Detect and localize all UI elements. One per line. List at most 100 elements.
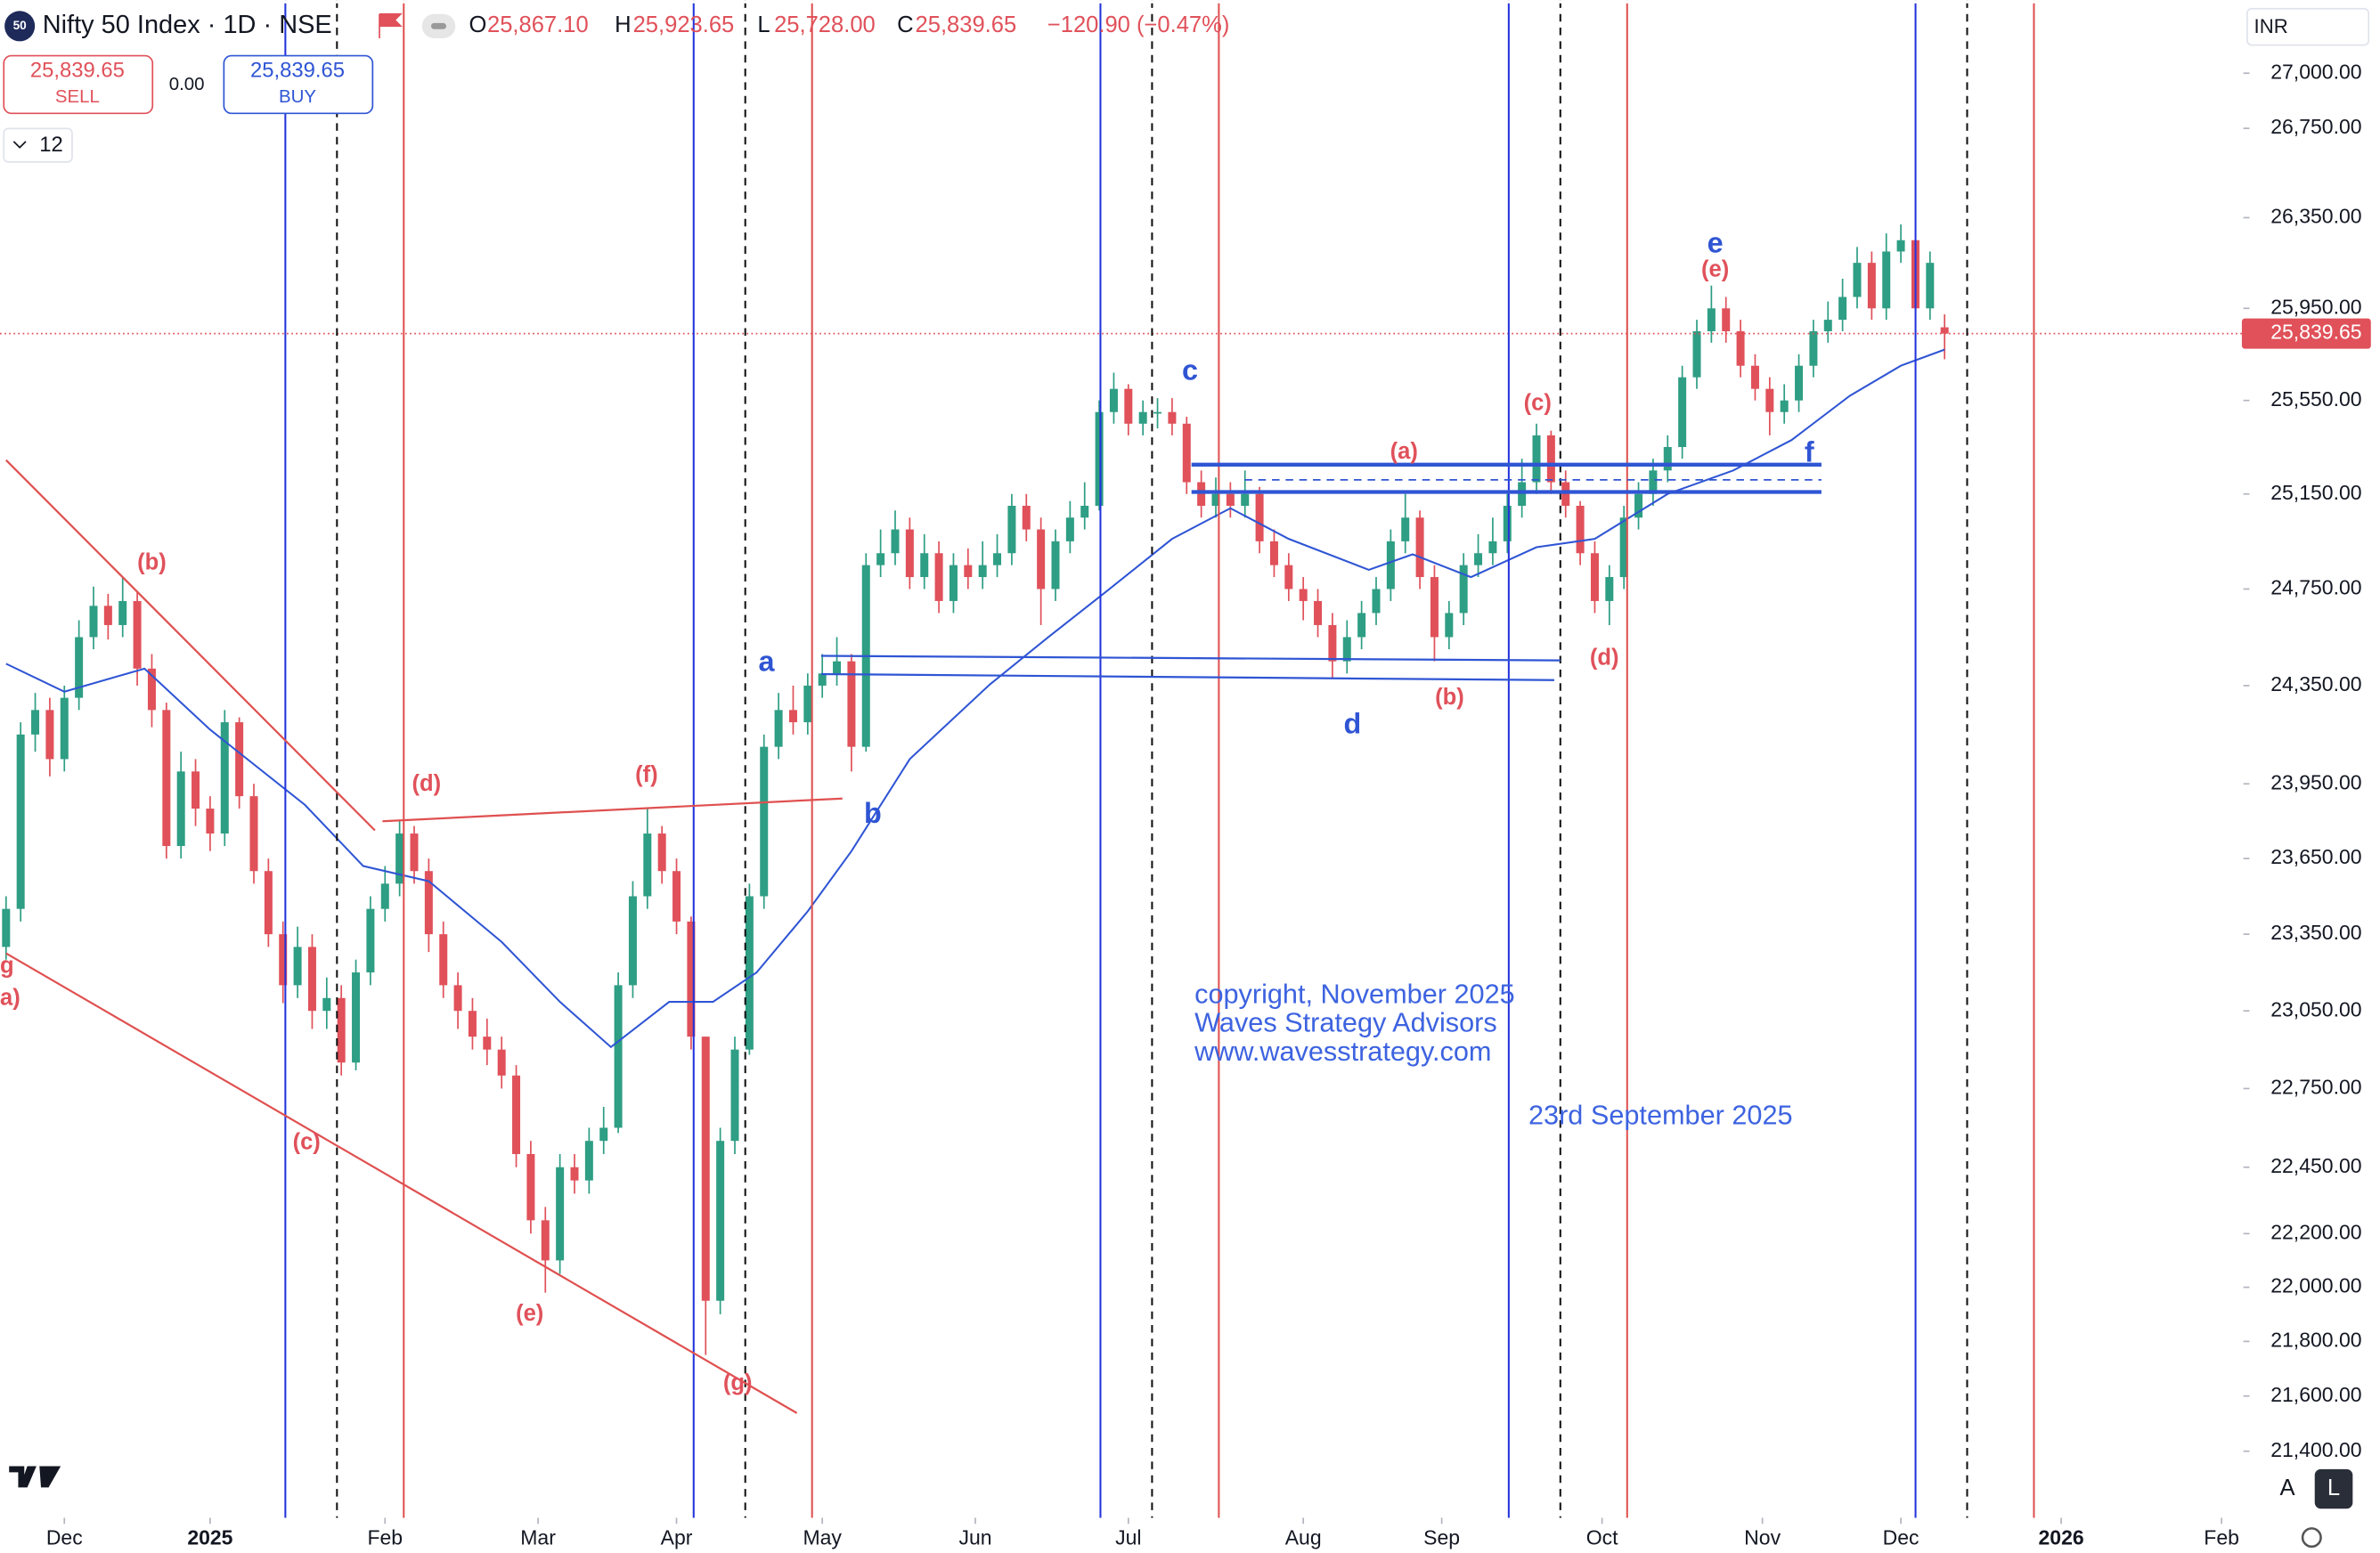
y-tick-label: 22,450.00 [2270, 1154, 2361, 1177]
cycle-lines [284, 0, 2035, 1518]
log-scale-button[interactable]: L [2327, 1476, 2340, 1500]
candle-body [1590, 553, 1599, 601]
candle-body [1474, 553, 1483, 565]
candle-body [1663, 447, 1672, 471]
candle-body [1823, 320, 1832, 331]
settings-icon[interactable] [2301, 1527, 2322, 1549]
candle-body [1940, 327, 1949, 334]
candle-body [978, 565, 987, 578]
auto-scale-button[interactable]: A [2280, 1476, 2295, 1500]
wave-label: (f) [635, 762, 658, 787]
interval-box[interactable] [3, 127, 73, 163]
buy-price: 25,839.65 [250, 59, 345, 83]
candle-body [599, 1127, 608, 1142]
sell-label: SELL [55, 86, 100, 107]
wave-label: (d) [1590, 646, 1619, 671]
candle-body [964, 565, 973, 578]
candle-body [1269, 541, 1278, 565]
candle-body [1605, 577, 1614, 601]
x-tick-label: Dec [46, 1525, 83, 1549]
candle-body [1867, 263, 1876, 309]
candle-body [1241, 493, 1250, 506]
candle-body [512, 1075, 521, 1154]
candle-body [760, 746, 769, 897]
candle-body [483, 1037, 492, 1050]
candle-body [453, 985, 462, 1012]
candle-body [1896, 240, 1905, 252]
y-tick-label: 24,750.00 [2270, 576, 2361, 599]
y-tick-label: 22,000.00 [2270, 1274, 2361, 1297]
wave-label: (e) [1701, 256, 1729, 281]
date-note: 23rd September 2025 [1528, 1101, 1793, 1131]
candle-body [1518, 482, 1527, 506]
candle-body [891, 529, 900, 554]
symbol-badge [4, 11, 36, 42]
wave-label: (a) [1390, 439, 1418, 464]
ohlc-label: C [897, 12, 913, 37]
candle-body [1197, 482, 1206, 506]
y-tick-label: 23,350.00 [2270, 921, 2361, 944]
sell-button[interactable] [3, 54, 154, 115]
candle-body [1022, 505, 1031, 530]
trend-line [382, 797, 843, 823]
tv-logo[interactable] [9, 1466, 61, 1488]
buy-button[interactable] [223, 54, 374, 115]
candle-body [352, 972, 361, 1063]
wave-label: (c) [1524, 390, 1552, 415]
candle-body [424, 871, 433, 935]
sell-price: 25,839.65 [30, 59, 125, 83]
candle-body [322, 997, 331, 1012]
y-tick-label: 24,350.00 [2270, 672, 2361, 695]
y-tick-label: 25,150.00 [2270, 481, 2361, 504]
candle-body [643, 833, 652, 897]
candle-body [541, 1220, 550, 1261]
candle-body [1095, 411, 1104, 506]
y-tick-label: 22,200.00 [2270, 1220, 2361, 1243]
candle-body [1765, 388, 1774, 412]
chevron [12, 141, 27, 149]
candle-body [264, 871, 273, 935]
candle-body [16, 734, 25, 909]
log-scale-bg[interactable] [2314, 1468, 2353, 1509]
candle-body [118, 600, 127, 625]
candle-body [1051, 541, 1060, 589]
x-tick-label: Aug [1285, 1525, 1322, 1549]
candle-body [1153, 411, 1162, 414]
candle-body [993, 553, 1002, 565]
candle-body [672, 871, 681, 922]
candle-body [1750, 365, 1759, 389]
candle-body [1619, 517, 1628, 578]
wave-label: (g) [723, 1370, 753, 1395]
candle-body [1284, 565, 1293, 589]
currency-box[interactable] [2246, 7, 2370, 46]
candle-body [206, 809, 215, 834]
candle-body [556, 1167, 565, 1261]
wave-label: a) [0, 985, 20, 1010]
candle-body [526, 1153, 535, 1221]
candle-body [1838, 297, 1847, 321]
candle-body [279, 934, 288, 986]
y-tick-label: 23,950.00 [2270, 770, 2361, 793]
y-tick-label: 25,550.00 [2270, 387, 2361, 411]
candle-body [1328, 624, 1337, 662]
candle-body [920, 553, 929, 578]
candle-body [133, 600, 142, 669]
y-tick-label: 21,400.00 [2270, 1438, 2361, 1461]
badge-text: 50 [13, 19, 28, 32]
ohlc-value: 25,923.65 [633, 12, 735, 37]
x-tick-label: Jul [1115, 1525, 1141, 1549]
x-tick-label: Dec [1883, 1525, 1919, 1549]
x-tick-label: Sep [1423, 1525, 1460, 1549]
symbol-title[interactable]: Nifty 50 Index · 1D · NSE [43, 11, 332, 39]
x-tick-label: Nov [1744, 1525, 1781, 1549]
price-axis-bg [2243, 0, 2380, 1518]
ohlc-value: 25,728.00 [774, 12, 876, 37]
flag-icon[interactable] [379, 12, 403, 38]
candle-body [1255, 493, 1264, 541]
candle-body [439, 934, 448, 986]
candle-body [1780, 400, 1789, 412]
candle-body [60, 697, 69, 760]
